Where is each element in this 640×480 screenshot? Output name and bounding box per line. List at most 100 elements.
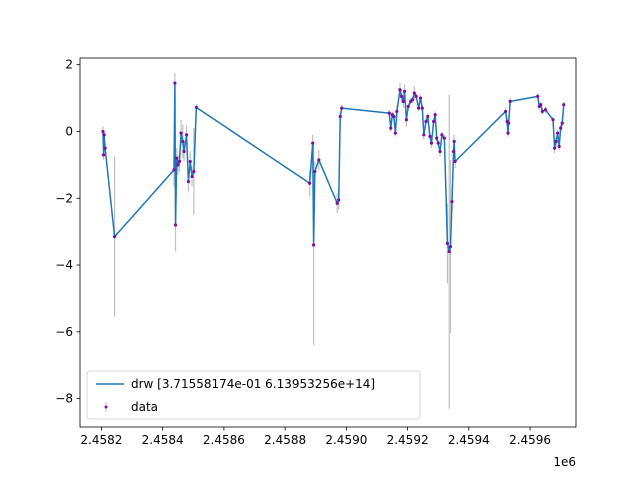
data-point — [422, 133, 426, 137]
data-point — [412, 91, 416, 95]
y-tick-label: −2 — [55, 191, 73, 205]
data-point — [429, 141, 434, 145]
data-point — [503, 109, 508, 114]
data-point — [103, 146, 107, 150]
data-point — [313, 169, 317, 174]
data-point — [102, 133, 106, 137]
data-point — [507, 121, 511, 125]
data-point — [112, 235, 117, 239]
data-point — [508, 99, 512, 104]
data-point — [453, 159, 457, 164]
data-point — [452, 139, 456, 144]
data-point — [172, 168, 176, 172]
data-point — [399, 94, 404, 99]
data-point — [539, 103, 543, 107]
plot-frame — [79, 57, 577, 428]
data-point — [410, 98, 415, 102]
data-point — [176, 163, 180, 167]
data-point — [554, 139, 558, 144]
data-point — [559, 126, 563, 130]
data-point — [184, 133, 189, 137]
data-point — [417, 106, 421, 110]
data-point — [436, 141, 440, 145]
data-point — [540, 109, 544, 114]
data-point — [340, 106, 344, 110]
data-point — [447, 250, 451, 254]
data-point — [188, 159, 192, 164]
data-point — [177, 159, 182, 164]
data-point — [401, 99, 405, 104]
data-point — [308, 181, 312, 185]
legend-label-data: data — [131, 400, 158, 414]
marker-layer — [101, 81, 566, 254]
data-point — [536, 94, 540, 99]
data-point — [338, 114, 342, 119]
x-tick-label: 2.4596 — [509, 433, 551, 447]
y-tick-label: 2 — [65, 58, 73, 72]
errorbar-layer — [102, 73, 565, 409]
data-point — [420, 106, 424, 110]
data-point — [175, 156, 179, 160]
data-point — [506, 131, 510, 135]
line-layer — [102, 82, 565, 253]
data-point — [543, 108, 547, 112]
legend-marker-swatch — [104, 405, 108, 409]
data-point — [182, 149, 186, 154]
data-point — [448, 245, 453, 249]
data-point — [173, 223, 178, 227]
data-point — [560, 121, 564, 125]
x-tick-label: 2.4590 — [325, 433, 367, 447]
data-point — [435, 136, 439, 140]
data-point — [450, 199, 454, 204]
data-point — [311, 141, 315, 145]
data-point — [393, 131, 397, 135]
data-point — [440, 133, 444, 137]
data-point — [395, 109, 399, 114]
data-point — [398, 88, 402, 92]
data-point — [173, 81, 177, 85]
data-point — [190, 174, 194, 179]
legend-box — [86, 370, 421, 420]
data-point — [181, 139, 185, 144]
data-point — [445, 241, 450, 245]
data-point — [426, 114, 430, 119]
data-point — [438, 149, 442, 154]
data-point — [186, 179, 190, 184]
data-point — [335, 201, 339, 205]
data-point — [556, 131, 560, 135]
data-point — [551, 118, 555, 122]
x-tick-label: 2.4584 — [142, 433, 184, 447]
legend-label-drw: drw [3.71558174e-01 6.13953256e+14] — [131, 377, 375, 391]
data-point — [389, 126, 393, 130]
x-tick-label: 2.4586 — [203, 433, 245, 447]
data-point — [312, 243, 316, 247]
y-tick-label: −6 — [55, 325, 73, 339]
data-point — [179, 131, 183, 135]
data-point — [194, 105, 198, 110]
data-point — [432, 119, 436, 124]
y-tick-label: −4 — [55, 258, 73, 272]
data-point — [562, 103, 566, 107]
data-point — [557, 144, 561, 149]
data-point — [192, 169, 196, 174]
drw-series-line — [102, 82, 565, 253]
data-point — [428, 134, 432, 139]
data-point — [406, 104, 410, 109]
x-tick-label: 2.4582 — [80, 433, 122, 447]
x-tick-label: 2.4594 — [448, 433, 490, 447]
data-point — [552, 146, 557, 150]
data-point — [451, 149, 456, 154]
data-point — [101, 153, 106, 157]
data-point — [442, 136, 446, 140]
y-tick-label: 0 — [65, 124, 73, 138]
data-point — [392, 114, 396, 119]
x-axis-multiplier: 1e6 — [553, 455, 576, 469]
x-axis: 2.4582 2.4584 2.4586 2.4588 2.4590 2.4592 2.45… — [80, 427, 551, 447]
data-point — [387, 111, 391, 115]
data-point — [404, 118, 408, 122]
y-axis: −8 −6 −4 −2 0 2 — [55, 58, 80, 406]
data-point — [414, 94, 418, 99]
data-point — [317, 158, 321, 162]
data-point — [418, 96, 423, 100]
